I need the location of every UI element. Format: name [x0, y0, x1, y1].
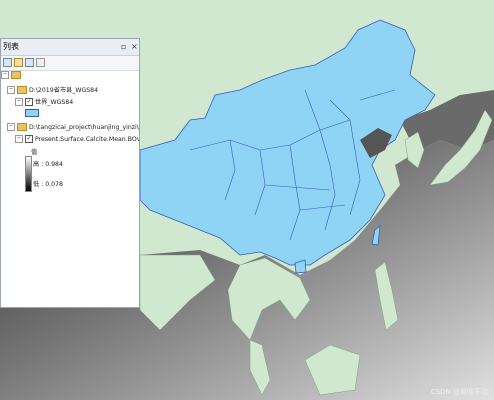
list-by-visibility-icon[interactable] — [25, 58, 34, 67]
layer-row-1[interactable]: − ✓ 世界_WGS84 — [15, 97, 73, 106]
bohai-sea — [360, 128, 392, 158]
folder-icon — [17, 123, 27, 131]
malay-peninsula — [249, 339, 271, 396]
collapse-icon[interactable]: − — [1, 71, 9, 79]
collapse-icon[interactable]: − — [15, 98, 23, 106]
philippines — [374, 261, 399, 331]
taiwan — [371, 225, 381, 246]
folder-2-label: D:\tangzicai_project\huanjing_yinzi\Pres… — [29, 124, 139, 131]
layer-2-checkbox[interactable]: ✓ — [25, 135, 33, 143]
folder-row-1[interactable]: − D:\2019省市县_WGS84 — [7, 85, 98, 94]
layer-1-symbol[interactable] — [25, 109, 39, 117]
layers-root[interactable]: − — [1, 71, 23, 79]
table-of-contents-panel[interactable]: 列表 ▫ × − − D:\2019省市县_WGS84 − ✓ 世界_WGS84 − D… — [0, 38, 140, 308]
china-polygon[interactable] — [139, 19, 436, 266]
list-by-source-icon[interactable] — [14, 58, 23, 67]
high-value-label: 高 : 0.984 — [33, 161, 63, 168]
layer-1-swatch[interactable] — [25, 109, 39, 117]
collapse-icon[interactable]: − — [7, 86, 15, 94]
indochina — [227, 257, 311, 341]
collapse-icon[interactable]: − — [15, 135, 23, 143]
folder-1-label: D:\2019省市县_WGS84 — [29, 87, 99, 94]
close-icon[interactable]: × — [131, 42, 138, 51]
dock-icon[interactable]: ▫ — [121, 42, 127, 51]
toc-title: 列表 — [3, 42, 19, 51]
korea-peninsula — [404, 131, 425, 169]
japan — [429, 109, 493, 186]
layers-folder-icon — [11, 71, 21, 79]
toc-title-bar[interactable]: 列表 ▫ × — [1, 39, 139, 56]
collapse-icon[interactable]: − — [7, 123, 15, 131]
layer-2-label: Present.Surface.Calcite.Mean.BOv2_2.asc — [35, 136, 139, 143]
color-ramp[interactable] — [25, 156, 32, 192]
province-borders — [189, 89, 396, 241]
folder-icon — [17, 86, 27, 94]
ocean-raster-north — [400, 90, 494, 150]
hainan — [294, 259, 307, 274]
value-heading: 值 — [31, 149, 38, 156]
layer-row-2[interactable]: −✓Present.Surface.Calcite.Mean.BOv2_2.as… — [15, 135, 139, 143]
layer-1-checkbox[interactable]: ✓ — [25, 98, 33, 106]
toc-toolbar — [1, 56, 139, 71]
list-by-drawing-order-icon[interactable] — [3, 58, 12, 67]
options-icon[interactable] — [36, 58, 45, 67]
folder-row-2[interactable]: − D:\tangzicai_project\huanjing_yinzi\Pre… — [7, 123, 139, 131]
borneo — [304, 344, 361, 396]
low-value-label: 低 : 0.078 — [33, 181, 63, 188]
layer-1-label: 世界_WGS84 — [35, 99, 74, 106]
india — [139, 254, 216, 331]
color-ramp-swatch[interactable] — [25, 156, 32, 192]
credit-watermark: CSDN @风吹不动 — [431, 387, 488, 396]
